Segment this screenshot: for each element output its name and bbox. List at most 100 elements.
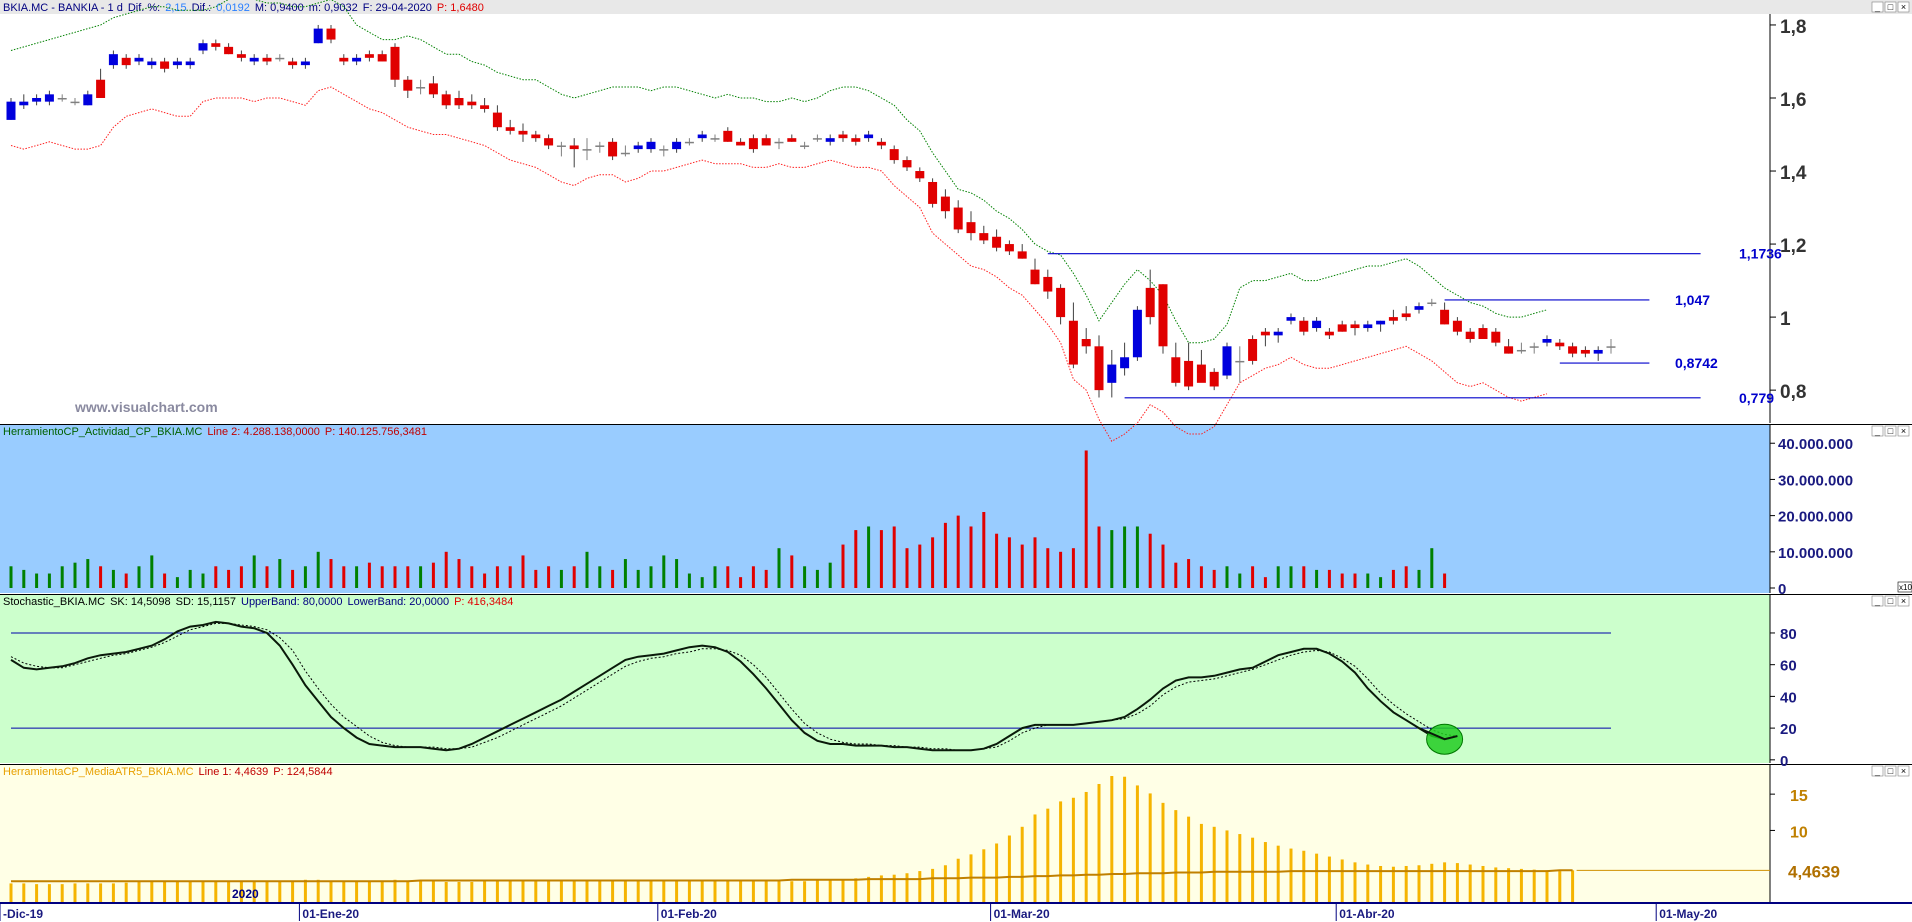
candle[interactable] <box>96 68 106 98</box>
candle[interactable] <box>620 145 630 157</box>
atr-minimize-button[interactable]: _ <box>1871 765 1884 777</box>
candle[interactable] <box>953 200 963 234</box>
price-close-button[interactable]: × <box>1897 1 1910 13</box>
minimize-icon[interactable] <box>1871 425 1884 437</box>
candle[interactable] <box>851 134 861 146</box>
candle[interactable] <box>1440 302 1450 325</box>
candle[interactable] <box>812 134 822 142</box>
candle[interactable] <box>390 43 400 88</box>
candle[interactable] <box>1273 328 1283 343</box>
candle[interactable] <box>1401 306 1411 321</box>
candle[interactable] <box>1248 335 1258 365</box>
candle[interactable] <box>915 167 925 182</box>
candle[interactable] <box>44 90 54 106</box>
candle[interactable] <box>1017 244 1027 259</box>
candle[interactable] <box>262 54 272 66</box>
candle[interactable] <box>633 141 643 153</box>
candle[interactable] <box>940 189 950 219</box>
candle[interactable] <box>1427 298 1437 307</box>
candle[interactable] <box>6 97 16 120</box>
atr-close-button[interactable]: × <box>1897 765 1910 777</box>
stochastic-close-button[interactable]: × <box>1897 595 1910 607</box>
candle[interactable] <box>1043 269 1053 299</box>
candle[interactable] <box>659 145 669 157</box>
candle[interactable] <box>556 141 566 157</box>
candle[interactable] <box>1363 320 1373 332</box>
candle[interactable] <box>1491 328 1501 347</box>
candle[interactable] <box>1580 346 1590 358</box>
close-icon[interactable] <box>1897 765 1910 777</box>
candle[interactable] <box>902 156 912 172</box>
candle[interactable] <box>1235 346 1245 383</box>
candle[interactable] <box>876 138 886 150</box>
minimize-icon[interactable] <box>1871 1 1884 13</box>
stochastic-restore-button[interactable]: □ <box>1884 595 1897 607</box>
price-minimize-button[interactable]: _ <box>1871 1 1884 13</box>
candle[interactable] <box>1414 302 1424 314</box>
candle[interactable] <box>595 141 605 153</box>
candle[interactable] <box>416 79 426 95</box>
candle[interactable] <box>108 50 118 69</box>
candle[interactable] <box>928 178 938 208</box>
candle[interactable] <box>774 138 784 150</box>
candle[interactable] <box>428 76 438 98</box>
candle[interactable] <box>1478 324 1488 340</box>
volume-minimize-button[interactable]: _ <box>1871 425 1884 437</box>
candle[interactable] <box>1286 313 1296 325</box>
candle[interactable] <box>300 57 310 69</box>
candle[interactable] <box>1376 320 1386 332</box>
candle[interactable] <box>1606 339 1616 354</box>
candle[interactable] <box>480 97 490 113</box>
candle[interactable] <box>531 130 541 142</box>
candle[interactable] <box>1324 328 1334 340</box>
candle[interactable] <box>19 94 29 109</box>
candle[interactable] <box>364 50 374 62</box>
restore-icon[interactable] <box>1884 595 1897 607</box>
candle[interactable] <box>70 97 80 106</box>
candle[interactable] <box>1504 339 1514 354</box>
candle[interactable] <box>160 57 170 73</box>
candle[interactable] <box>505 119 515 135</box>
candle[interactable] <box>441 90 451 109</box>
stochastic-minimize-button[interactable]: _ <box>1871 595 1884 607</box>
candle[interactable] <box>1388 309 1398 325</box>
candle[interactable] <box>326 24 336 44</box>
candle[interactable] <box>1555 339 1565 350</box>
candle[interactable] <box>1350 320 1360 336</box>
candle[interactable] <box>800 141 810 150</box>
candle[interactable] <box>1222 342 1232 380</box>
candle[interactable] <box>1030 258 1040 285</box>
candle[interactable] <box>518 123 528 142</box>
candle[interactable] <box>697 130 707 142</box>
candle[interactable] <box>377 50 387 62</box>
candle[interactable] <box>1337 320 1347 332</box>
candle[interactable] <box>1171 342 1181 387</box>
candle[interactable] <box>249 54 259 66</box>
restore-icon[interactable] <box>1884 765 1897 777</box>
candle[interactable] <box>710 134 720 142</box>
candle[interactable] <box>1120 342 1130 376</box>
candle[interactable] <box>1465 328 1475 343</box>
restore-icon[interactable] <box>1884 1 1897 13</box>
candle[interactable] <box>787 134 797 142</box>
candle[interactable] <box>1529 342 1539 354</box>
candle[interactable] <box>1004 240 1014 256</box>
candle[interactable] <box>761 134 771 146</box>
price-restore-button[interactable]: □ <box>1884 1 1897 13</box>
minimize-icon[interactable] <box>1871 595 1884 607</box>
candle[interactable] <box>1132 306 1142 361</box>
candle[interactable] <box>121 54 131 69</box>
atr-restore-button[interactable]: □ <box>1884 765 1897 777</box>
close-icon[interactable] <box>1897 595 1910 607</box>
candle[interactable] <box>1299 317 1309 336</box>
candle[interactable] <box>736 138 746 146</box>
candle[interactable] <box>211 39 221 51</box>
candle[interactable] <box>1158 284 1168 354</box>
candle[interactable] <box>352 54 362 66</box>
candle[interactable] <box>569 138 579 168</box>
candle[interactable] <box>544 134 554 150</box>
candle[interactable] <box>1542 335 1552 347</box>
candle[interactable] <box>83 90 93 106</box>
candle[interactable] <box>236 50 246 62</box>
